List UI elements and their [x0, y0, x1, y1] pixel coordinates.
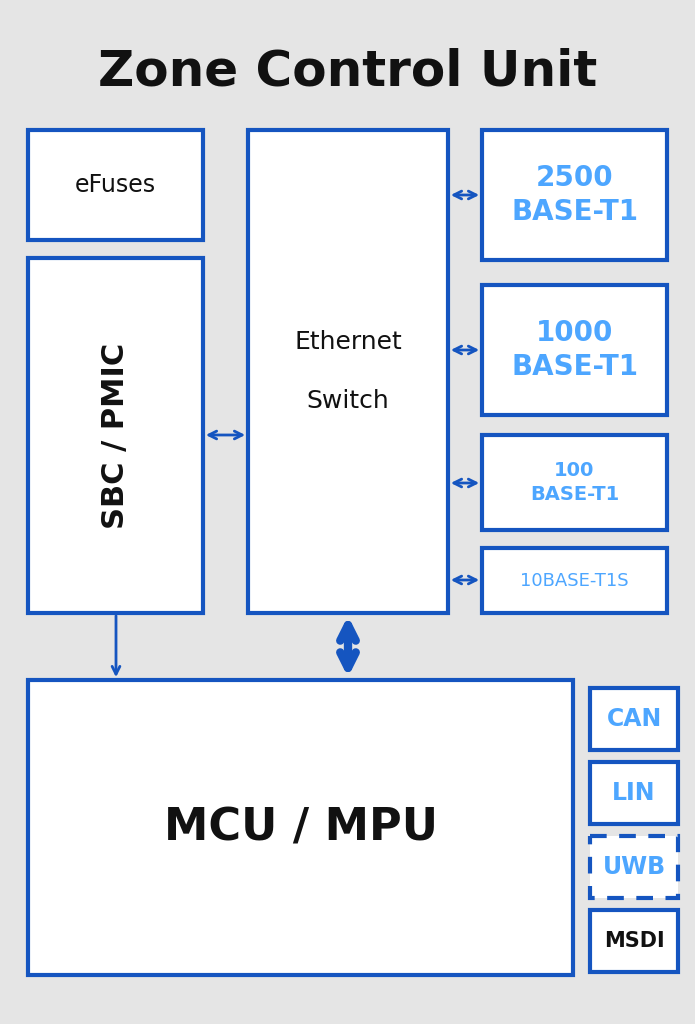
Bar	[590, 910, 678, 972]
Text: MCU / MPU: MCU / MPU	[163, 806, 437, 849]
Bar	[28, 258, 203, 613]
Text: SBC / PMIC: SBC / PMIC	[101, 342, 130, 528]
Text: Zone Control Unit: Zone Control Unit	[98, 48, 597, 96]
Text: 2500
BASE-T1: 2500 BASE-T1	[511, 164, 638, 226]
Bar	[482, 435, 667, 530]
Bar	[28, 680, 573, 975]
Text: Ethernet

Switch: Ethernet Switch	[294, 330, 402, 414]
Text: UWB: UWB	[603, 855, 666, 879]
Bar	[482, 130, 667, 260]
Text: CAN: CAN	[606, 707, 662, 731]
Text: 100
BASE-T1: 100 BASE-T1	[530, 461, 619, 504]
Bar	[482, 285, 667, 415]
Bar	[482, 548, 667, 613]
Text: 10BASE-T1S: 10BASE-T1S	[520, 571, 629, 590]
Text: MSDI: MSDI	[604, 931, 664, 951]
Bar	[28, 130, 203, 240]
Bar	[590, 762, 678, 824]
Bar	[590, 688, 678, 750]
Bar	[248, 130, 448, 613]
Text: LIN: LIN	[612, 781, 656, 805]
Bar	[590, 836, 678, 898]
Text: eFuses: eFuses	[75, 173, 156, 197]
Text: 1000
BASE-T1: 1000 BASE-T1	[511, 318, 638, 381]
